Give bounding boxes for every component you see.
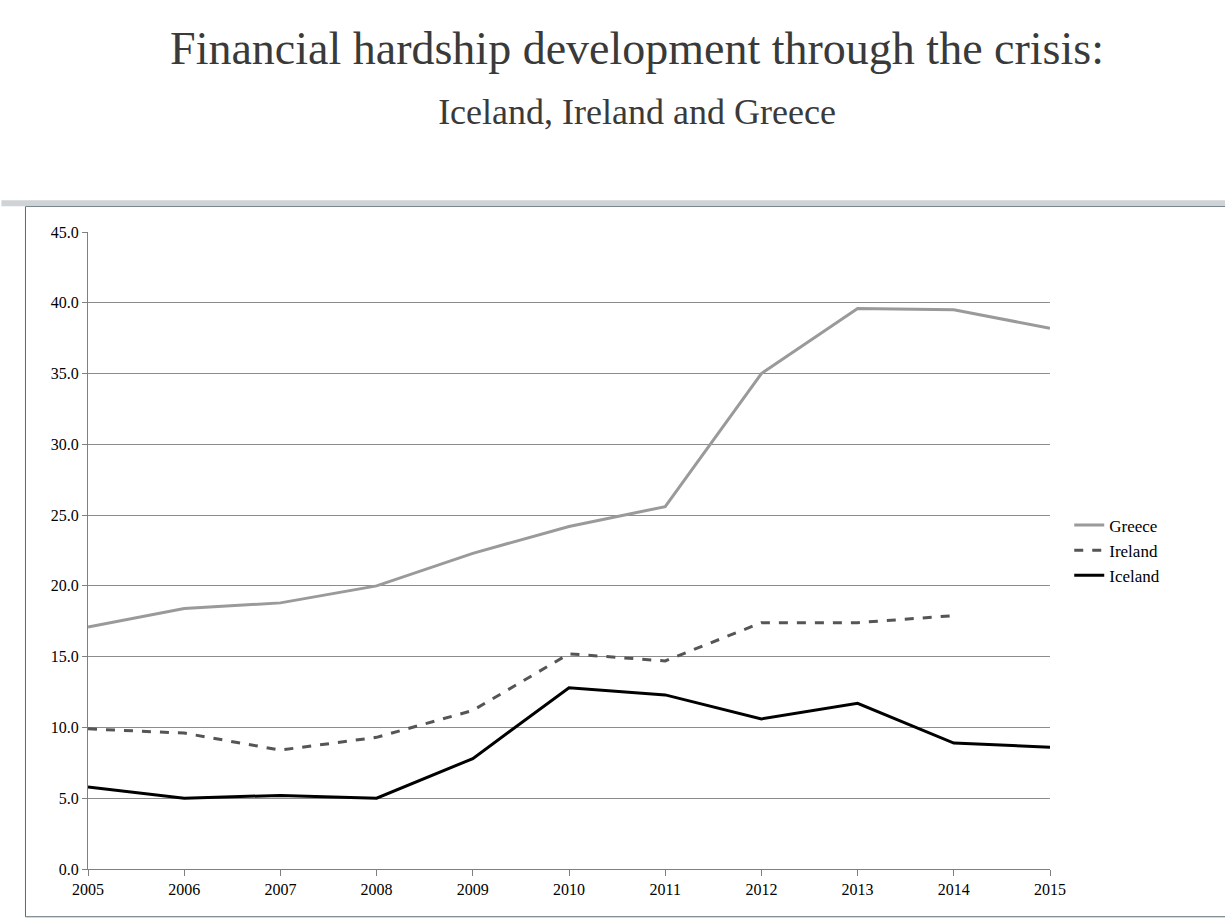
svg-text:2007: 2007 [264, 881, 296, 898]
svg-text:2013: 2013 [842, 881, 874, 898]
svg-text:2014: 2014 [938, 881, 970, 898]
svg-text:15.0: 15.0 [51, 648, 79, 665]
svg-text:2015: 2015 [1034, 881, 1066, 898]
svg-text:Greece: Greece [1109, 517, 1157, 536]
svg-text:0.0: 0.0 [59, 861, 79, 878]
svg-text:30.0: 30.0 [51, 436, 79, 453]
svg-text:35.0: 35.0 [51, 365, 79, 382]
svg-text:2005: 2005 [72, 881, 104, 898]
svg-text:2006: 2006 [168, 881, 200, 898]
svg-text:2008: 2008 [361, 881, 393, 898]
svg-text:20.0: 20.0 [51, 577, 79, 594]
svg-text:10.0: 10.0 [51, 719, 79, 736]
svg-text:5.0: 5.0 [59, 790, 79, 807]
svg-text:Ireland: Ireland [1109, 542, 1158, 561]
svg-text:Financial hardship development: Financial hardship development through t… [170, 23, 1104, 132]
svg-text:2012: 2012 [745, 881, 777, 898]
svg-text:2009: 2009 [457, 881, 489, 898]
svg-text:25.0: 25.0 [51, 507, 79, 524]
svg-text:45.0: 45.0 [51, 224, 79, 241]
svg-text:40.0: 40.0 [51, 294, 79, 311]
svg-text:2011: 2011 [649, 881, 680, 898]
svg-text:Iceland: Iceland [1109, 567, 1160, 586]
svg-text:2010: 2010 [553, 881, 585, 898]
